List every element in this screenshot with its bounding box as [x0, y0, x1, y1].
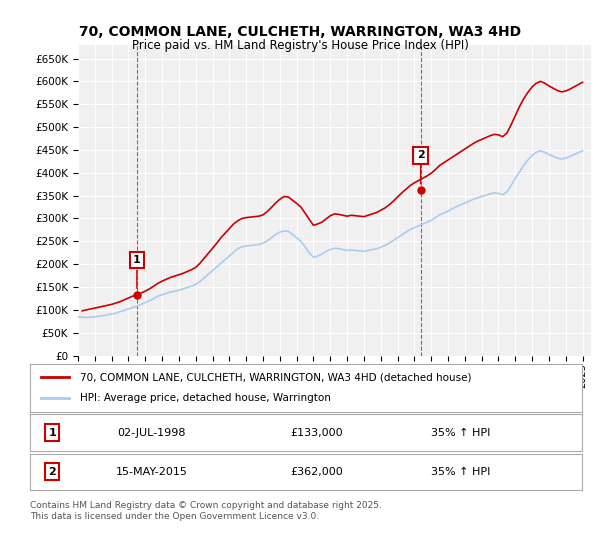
- Text: £362,000: £362,000: [290, 467, 343, 477]
- Text: 1: 1: [133, 255, 141, 265]
- Text: 35% ↑ HPI: 35% ↑ HPI: [431, 428, 490, 437]
- Text: £133,000: £133,000: [291, 428, 343, 437]
- Text: 2: 2: [48, 467, 56, 477]
- Text: Contains HM Land Registry data © Crown copyright and database right 2025.
This d: Contains HM Land Registry data © Crown c…: [30, 501, 382, 521]
- Text: HPI: Average price, detached house, Warrington: HPI: Average price, detached house, Warr…: [80, 393, 331, 403]
- Text: 1: 1: [48, 428, 56, 437]
- Text: Price paid vs. HM Land Registry's House Price Index (HPI): Price paid vs. HM Land Registry's House …: [131, 39, 469, 52]
- Text: 70, COMMON LANE, CULCHETH, WARRINGTON, WA3 4HD: 70, COMMON LANE, CULCHETH, WARRINGTON, W…: [79, 25, 521, 39]
- Text: 70, COMMON LANE, CULCHETH, WARRINGTON, WA3 4HD (detached house): 70, COMMON LANE, CULCHETH, WARRINGTON, W…: [80, 372, 471, 382]
- Text: 2: 2: [417, 151, 424, 160]
- Text: 15-MAY-2015: 15-MAY-2015: [116, 467, 187, 477]
- Text: 02-JUL-1998: 02-JUL-1998: [117, 428, 185, 437]
- Text: 35% ↑ HPI: 35% ↑ HPI: [431, 467, 490, 477]
